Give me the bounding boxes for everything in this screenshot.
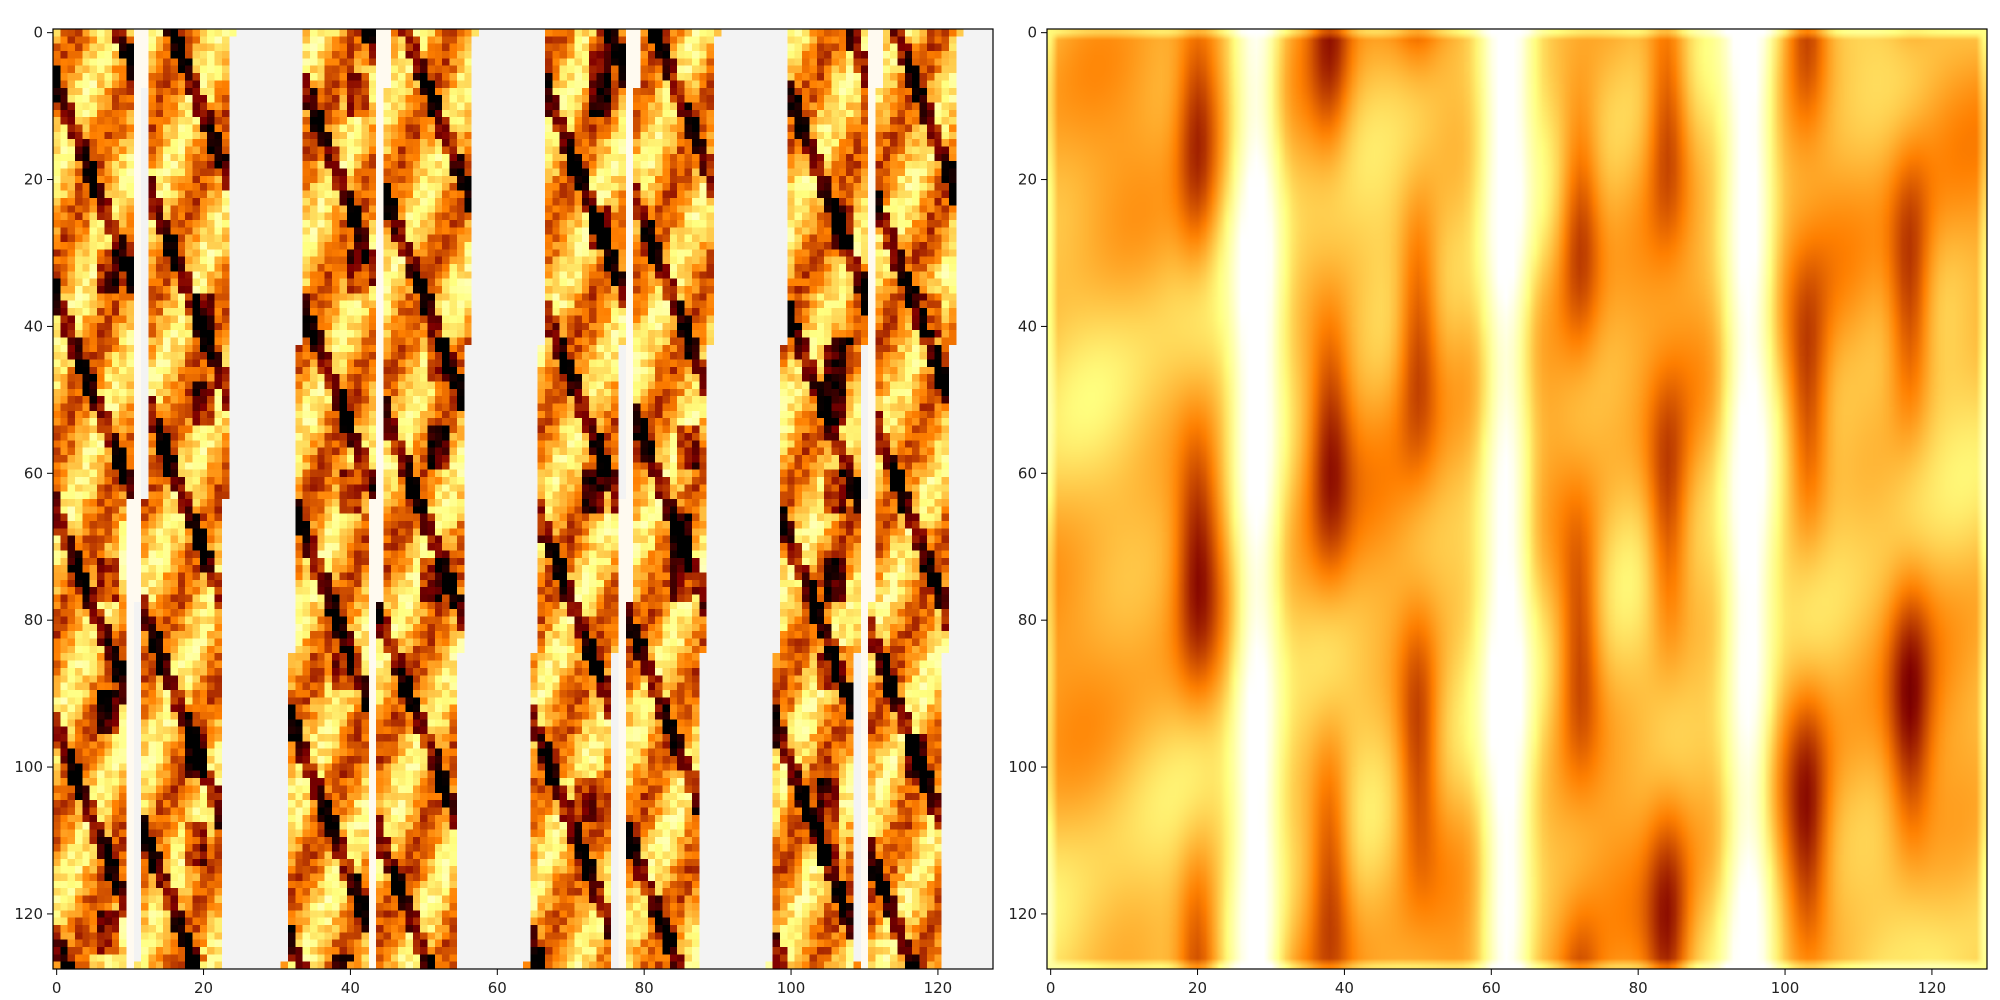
- x-tick-label: 60: [1482, 979, 1501, 997]
- y-tick-label: 20: [1018, 171, 1037, 189]
- x-tick-label: 100: [1771, 979, 1800, 997]
- left-heatmap-panel: 0 20 40 60 80 100 120 0 20 40 60 80 100 120: [14, 24, 994, 997]
- y-tick-label: 80: [24, 611, 43, 629]
- y-tick-label: 20: [24, 171, 43, 189]
- x-tick-label: 40: [341, 979, 360, 997]
- x-tick-label: 60: [488, 979, 507, 997]
- x-tick-label: 20: [1188, 979, 1207, 997]
- y-tick-label: 60: [1018, 464, 1037, 482]
- axes-frame-0: [52, 28, 994, 970]
- y-tick-label: 120: [1008, 905, 1037, 923]
- y-tick-label: 0: [33, 24, 43, 42]
- x-tick-label: 80: [1629, 979, 1648, 997]
- y-tick-label: 40: [24, 317, 43, 335]
- x-tick-label: 40: [1335, 979, 1354, 997]
- axes-frame-1: [1046, 28, 1988, 970]
- x-tick-label: 100: [777, 979, 806, 997]
- x-tick-label: 0: [52, 979, 62, 997]
- right-heatmap-image: [1047, 29, 1987, 969]
- y-tick-label: 120: [14, 905, 43, 923]
- y-tick-label: 100: [14, 758, 43, 776]
- x-tick-label: 0: [1046, 979, 1056, 997]
- y-tick-label: 100: [1008, 758, 1037, 776]
- y-tick-label: 80: [1018, 611, 1037, 629]
- y-tick-label: 0: [1027, 24, 1037, 42]
- x-tick-label: 120: [1918, 979, 1947, 997]
- x-tick-label: 20: [194, 979, 213, 997]
- y-tick-label: 40: [1018, 317, 1037, 335]
- y-tick-label: 60: [24, 464, 43, 482]
- x-tick-label: 120: [924, 979, 953, 997]
- right-heatmap-panel: 0 20 40 60 80 100 120 0 20 40 60 80 100 120: [1008, 24, 1988, 997]
- x-tick-label: 80: [635, 979, 654, 997]
- left-heatmap-image: [53, 29, 993, 969]
